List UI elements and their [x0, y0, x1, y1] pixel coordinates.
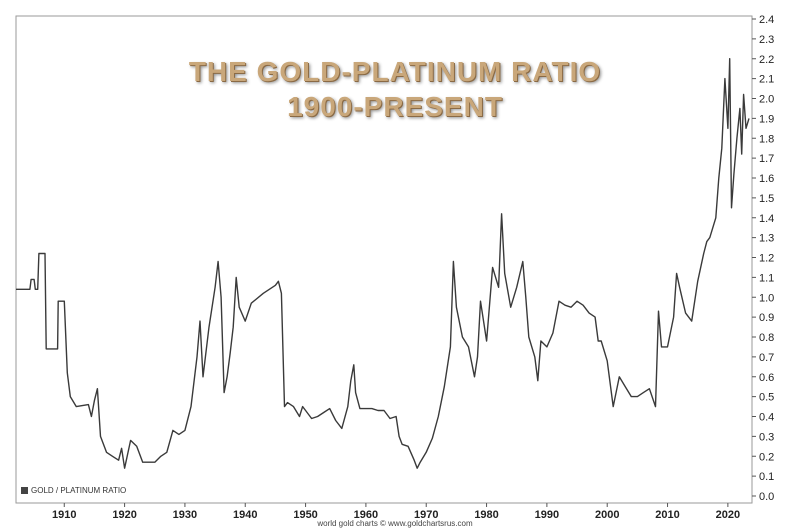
x-tick-label: 1920: [112, 509, 136, 521]
y-tick-label: 1.6: [759, 173, 774, 185]
chart-subtitle: 1900-PRESENT: [287, 91, 503, 122]
y-tick-label: 0.7: [759, 352, 774, 364]
y-tick-label: 1.9: [759, 113, 774, 125]
x-axis: 1910 1920 1930 1940 1950 1960 1970 1980 1990 2000…: [52, 503, 740, 521]
y-tick-label: 2.1: [759, 74, 774, 86]
x-tick-label: 2010: [655, 509, 679, 521]
y-tick-label: 0.9: [759, 312, 774, 324]
x-tick-label: 2020: [716, 509, 740, 521]
y-tick-label: 1.3: [759, 233, 774, 245]
x-tick-label: 1960: [354, 509, 378, 521]
y-tick-label: 1.1: [759, 272, 774, 284]
plot-frame: [15, 15, 753, 504]
y-tick-label: 2.3: [759, 34, 774, 46]
legend-label: GOLD / PLATINUM RATIO: [31, 486, 127, 495]
x-tick-label: 2000: [595, 509, 619, 521]
source-credit: world gold charts © www.goldchartsrus.co…: [317, 519, 473, 528]
legend-swatch: [21, 487, 28, 494]
x-tick-label: 1940: [233, 509, 257, 521]
x-tick-label: 1930: [173, 509, 197, 521]
legend: GOLD / PLATINUM RATIO: [21, 486, 126, 495]
y-tick-label: 1.7: [759, 153, 774, 165]
y-tick-label: 0.0: [759, 491, 774, 503]
x-tick-label: 1990: [535, 509, 559, 521]
y-tick-label: 2.4: [759, 14, 774, 26]
y-tick-label: 0.5: [759, 392, 774, 404]
y-tick-label: 0.1: [759, 471, 774, 483]
x-tick-label: 1970: [414, 509, 438, 521]
y-tick-label: 1.5: [759, 193, 774, 205]
x-tick-label: 1910: [52, 509, 76, 521]
x-tick-label: 1980: [474, 509, 498, 521]
chart-title: THE GOLD-PLATINUM RATIO: [188, 56, 602, 87]
y-tick-label: 0.8: [759, 332, 774, 344]
y-tick-label: 1.2: [759, 253, 774, 265]
y-tick-label: 0.6: [759, 372, 774, 384]
y-axis: 0.0 0.1 0.2 0.3 0.4 0.5 0.6 0.7 0.8 0.9 1.0 1.1 1.2 1…: [752, 14, 774, 503]
y-tick-label: 0.3: [759, 431, 774, 443]
y-tick-label: 1.4: [759, 213, 774, 225]
y-tick-label: 0.4: [759, 412, 774, 424]
y-tick-label: 2.0: [759, 94, 774, 106]
y-tick-label: 0.2: [759, 451, 774, 463]
gold-platinum-ratio-line: [16, 58, 750, 469]
y-tick-label: 1.0: [759, 292, 774, 304]
y-tick-label: 2.2: [759, 54, 774, 66]
y-tick-label: 1.8: [759, 133, 774, 145]
x-tick-label: 1950: [293, 509, 317, 521]
